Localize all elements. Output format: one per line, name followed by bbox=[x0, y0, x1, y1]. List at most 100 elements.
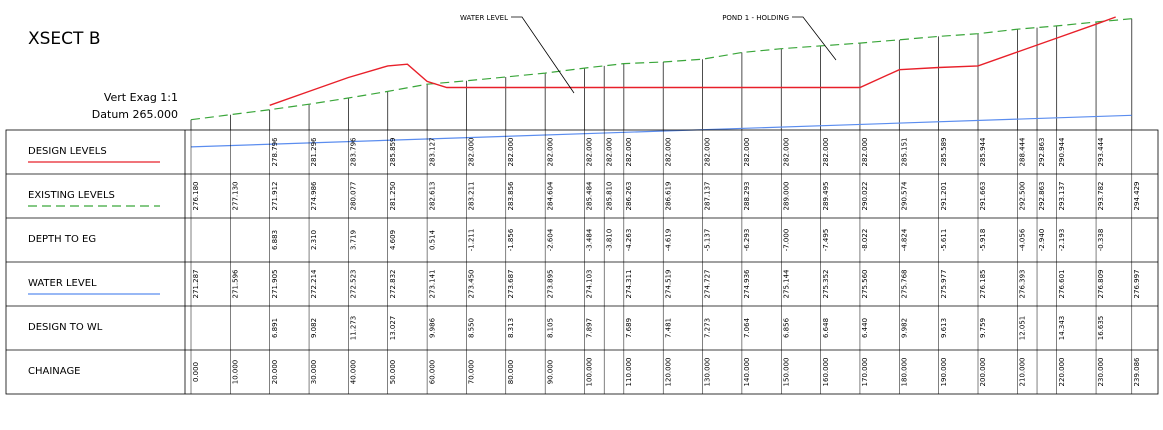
cell-ds-10: 282.000 bbox=[586, 138, 594, 167]
existing-levels-profile bbox=[190, 18, 1132, 121]
cell-eg-0: 276.180 bbox=[192, 182, 200, 211]
cell-wl-3: 272.214 bbox=[310, 269, 318, 298]
cell-dep-24: -2.193 bbox=[1058, 229, 1066, 252]
cell-dwl-2: 6.891 bbox=[271, 318, 279, 338]
cell-ds-21: 285.944 bbox=[979, 137, 987, 166]
cell-dep-3: 2.310 bbox=[310, 230, 318, 250]
cell-dep-6: 0.514 bbox=[428, 229, 436, 250]
cell-dep-16: -7.000 bbox=[782, 229, 790, 252]
cell-wl-12: 274.311 bbox=[625, 270, 633, 299]
cell-ds-4: 283.796 bbox=[350, 137, 358, 166]
cell-dwl-21: 9.759 bbox=[979, 318, 987, 338]
cell-ch-10: 100.000 bbox=[586, 358, 594, 387]
title-block: XSECT B Vert Exag 1:1 Datum 265.000 bbox=[28, 29, 178, 121]
cell-ch-8: 80.000 bbox=[507, 360, 515, 385]
cell-eg-25: 293.782 bbox=[1097, 182, 1105, 211]
cell-eg-9: 284.604 bbox=[546, 181, 554, 210]
cell-dwl-25: 16.635 bbox=[1097, 316, 1105, 341]
cell-dwl-7: 8.550 bbox=[468, 318, 476, 338]
cell-ds-12: 282.000 bbox=[625, 138, 633, 167]
cell-dwl-8: 8.313 bbox=[507, 318, 515, 338]
cell-eg-13: 286.619 bbox=[664, 182, 672, 211]
row-label-design-to-wl: DESIGN TO WL bbox=[28, 322, 103, 333]
callouts: WATER LEVEL POND 1 - HOLDING bbox=[460, 14, 837, 94]
plot-area bbox=[190, 16, 1133, 148]
cell-wl-16: 275.144 bbox=[782, 269, 790, 298]
cell-ds-15: 282.000 bbox=[743, 138, 751, 167]
cell-dep-19: -4.824 bbox=[901, 228, 909, 251]
cell-eg-12: 286.263 bbox=[625, 182, 633, 211]
station-gridlines bbox=[190, 18, 1133, 130]
cell-ds-6: 283.127 bbox=[428, 138, 436, 167]
cell-dwl-3: 9.082 bbox=[310, 318, 318, 338]
water-level-profile bbox=[190, 114, 1132, 148]
cell-ch-4: 40.000 bbox=[350, 360, 358, 385]
pond-callout: POND 1 - HOLDING bbox=[722, 14, 789, 22]
cell-wl-21: 276.185 bbox=[979, 270, 987, 299]
cell-dep-25: -0.338 bbox=[1097, 229, 1105, 252]
cell-ch-19: 180.000 bbox=[901, 358, 909, 387]
cell-ch-2: 20.000 bbox=[271, 360, 279, 385]
cell-wl-7: 273.450 bbox=[468, 270, 476, 299]
cell-ds-19: 285.151 bbox=[901, 138, 909, 167]
cell-eg-2: 271.912 bbox=[271, 182, 279, 211]
cell-wl-0: 271.287 bbox=[192, 270, 200, 299]
cell-dep-2: 6.883 bbox=[271, 230, 279, 250]
row-label-water-level: WATER LEVEL bbox=[28, 278, 97, 289]
cell-eg-21: 291.663 bbox=[979, 182, 987, 211]
cell-dep-12: -4.263 bbox=[625, 229, 633, 252]
cell-dep-8: -1.856 bbox=[507, 228, 515, 251]
cell-eg-17: 289.495 bbox=[822, 182, 830, 211]
pond-leader bbox=[792, 16, 837, 61]
cell-dwl-17: 6.648 bbox=[822, 318, 830, 338]
row-label-existing-levels: EXISTING LEVELS bbox=[28, 190, 115, 201]
cell-ds-11: 282.000 bbox=[605, 138, 613, 167]
cell-eg-16: 289.000 bbox=[782, 182, 790, 211]
cell-dwl-15: 7.064 bbox=[743, 317, 751, 338]
cell-eg-6: 282.613 bbox=[428, 182, 436, 211]
cell-wl-5: 272.832 bbox=[389, 270, 397, 299]
cell-dwl-5: 13.027 bbox=[389, 316, 397, 341]
cell-eg-22: 292.500 bbox=[1019, 182, 1027, 211]
cell-eg-1: 277.130 bbox=[232, 182, 240, 211]
cell-dwl-24: 14.343 bbox=[1058, 316, 1066, 341]
cell-eg-7: 283.211 bbox=[468, 182, 476, 211]
cell-wl-2: 271.905 bbox=[271, 270, 279, 299]
cell-eg-5: 281.250 bbox=[389, 182, 397, 211]
cell-ch-14: 130.000 bbox=[704, 358, 712, 387]
cell-ds-23: 292.863 bbox=[1038, 138, 1046, 167]
cell-ch-25: 230.000 bbox=[1097, 358, 1105, 387]
cell-ds-8: 282.000 bbox=[507, 138, 515, 167]
cell-ch-20: 190.000 bbox=[940, 358, 948, 387]
cell-ch-21: 200.000 bbox=[979, 358, 987, 387]
design-levels-profile bbox=[269, 16, 1116, 106]
cell-eg-19: 290.574 bbox=[901, 181, 909, 210]
cell-ch-12: 110.000 bbox=[625, 358, 633, 387]
cell-dwl-18: 6.440 bbox=[861, 318, 869, 338]
cell-ds-17: 282.000 bbox=[822, 138, 830, 167]
cell-eg-14: 287.137 bbox=[704, 182, 712, 211]
cell-ch-13: 120.000 bbox=[664, 358, 672, 387]
cell-wl-8: 273.687 bbox=[507, 270, 515, 299]
cell-dwl-20: 9.613 bbox=[940, 318, 948, 338]
cell-wl-10: 274.103 bbox=[586, 270, 594, 299]
cell-ds-5: 285.859 bbox=[389, 138, 397, 167]
cell-dwl-22: 12.051 bbox=[1019, 316, 1027, 341]
cell-ds-13: 282.000 bbox=[664, 138, 672, 167]
cell-ch-18: 170.000 bbox=[861, 358, 869, 387]
cell-ds-14: 282.000 bbox=[704, 138, 712, 167]
cell-wl-26: 276.997 bbox=[1133, 270, 1141, 299]
row-label-chainage: CHAINAGE bbox=[28, 366, 81, 377]
cell-wl-22: 276.393 bbox=[1019, 270, 1027, 299]
cell-wl-18: 275.560 bbox=[861, 270, 869, 299]
cell-wl-20: 275.977 bbox=[940, 270, 948, 299]
cell-ds-20: 285.589 bbox=[940, 138, 948, 167]
cell-dep-23: -2.940 bbox=[1038, 229, 1046, 252]
cell-dep-9: -2.604 bbox=[546, 228, 554, 251]
cell-ds-3: 281.296 bbox=[310, 137, 318, 166]
water-level-callout: WATER LEVEL bbox=[460, 14, 508, 22]
cell-ch-9: 90.000 bbox=[546, 360, 554, 385]
row-label-design-levels: DESIGN LEVELS bbox=[28, 146, 107, 157]
cell-ds-22: 288.444 bbox=[1019, 137, 1027, 166]
cell-dep-4: 3.719 bbox=[350, 230, 358, 250]
